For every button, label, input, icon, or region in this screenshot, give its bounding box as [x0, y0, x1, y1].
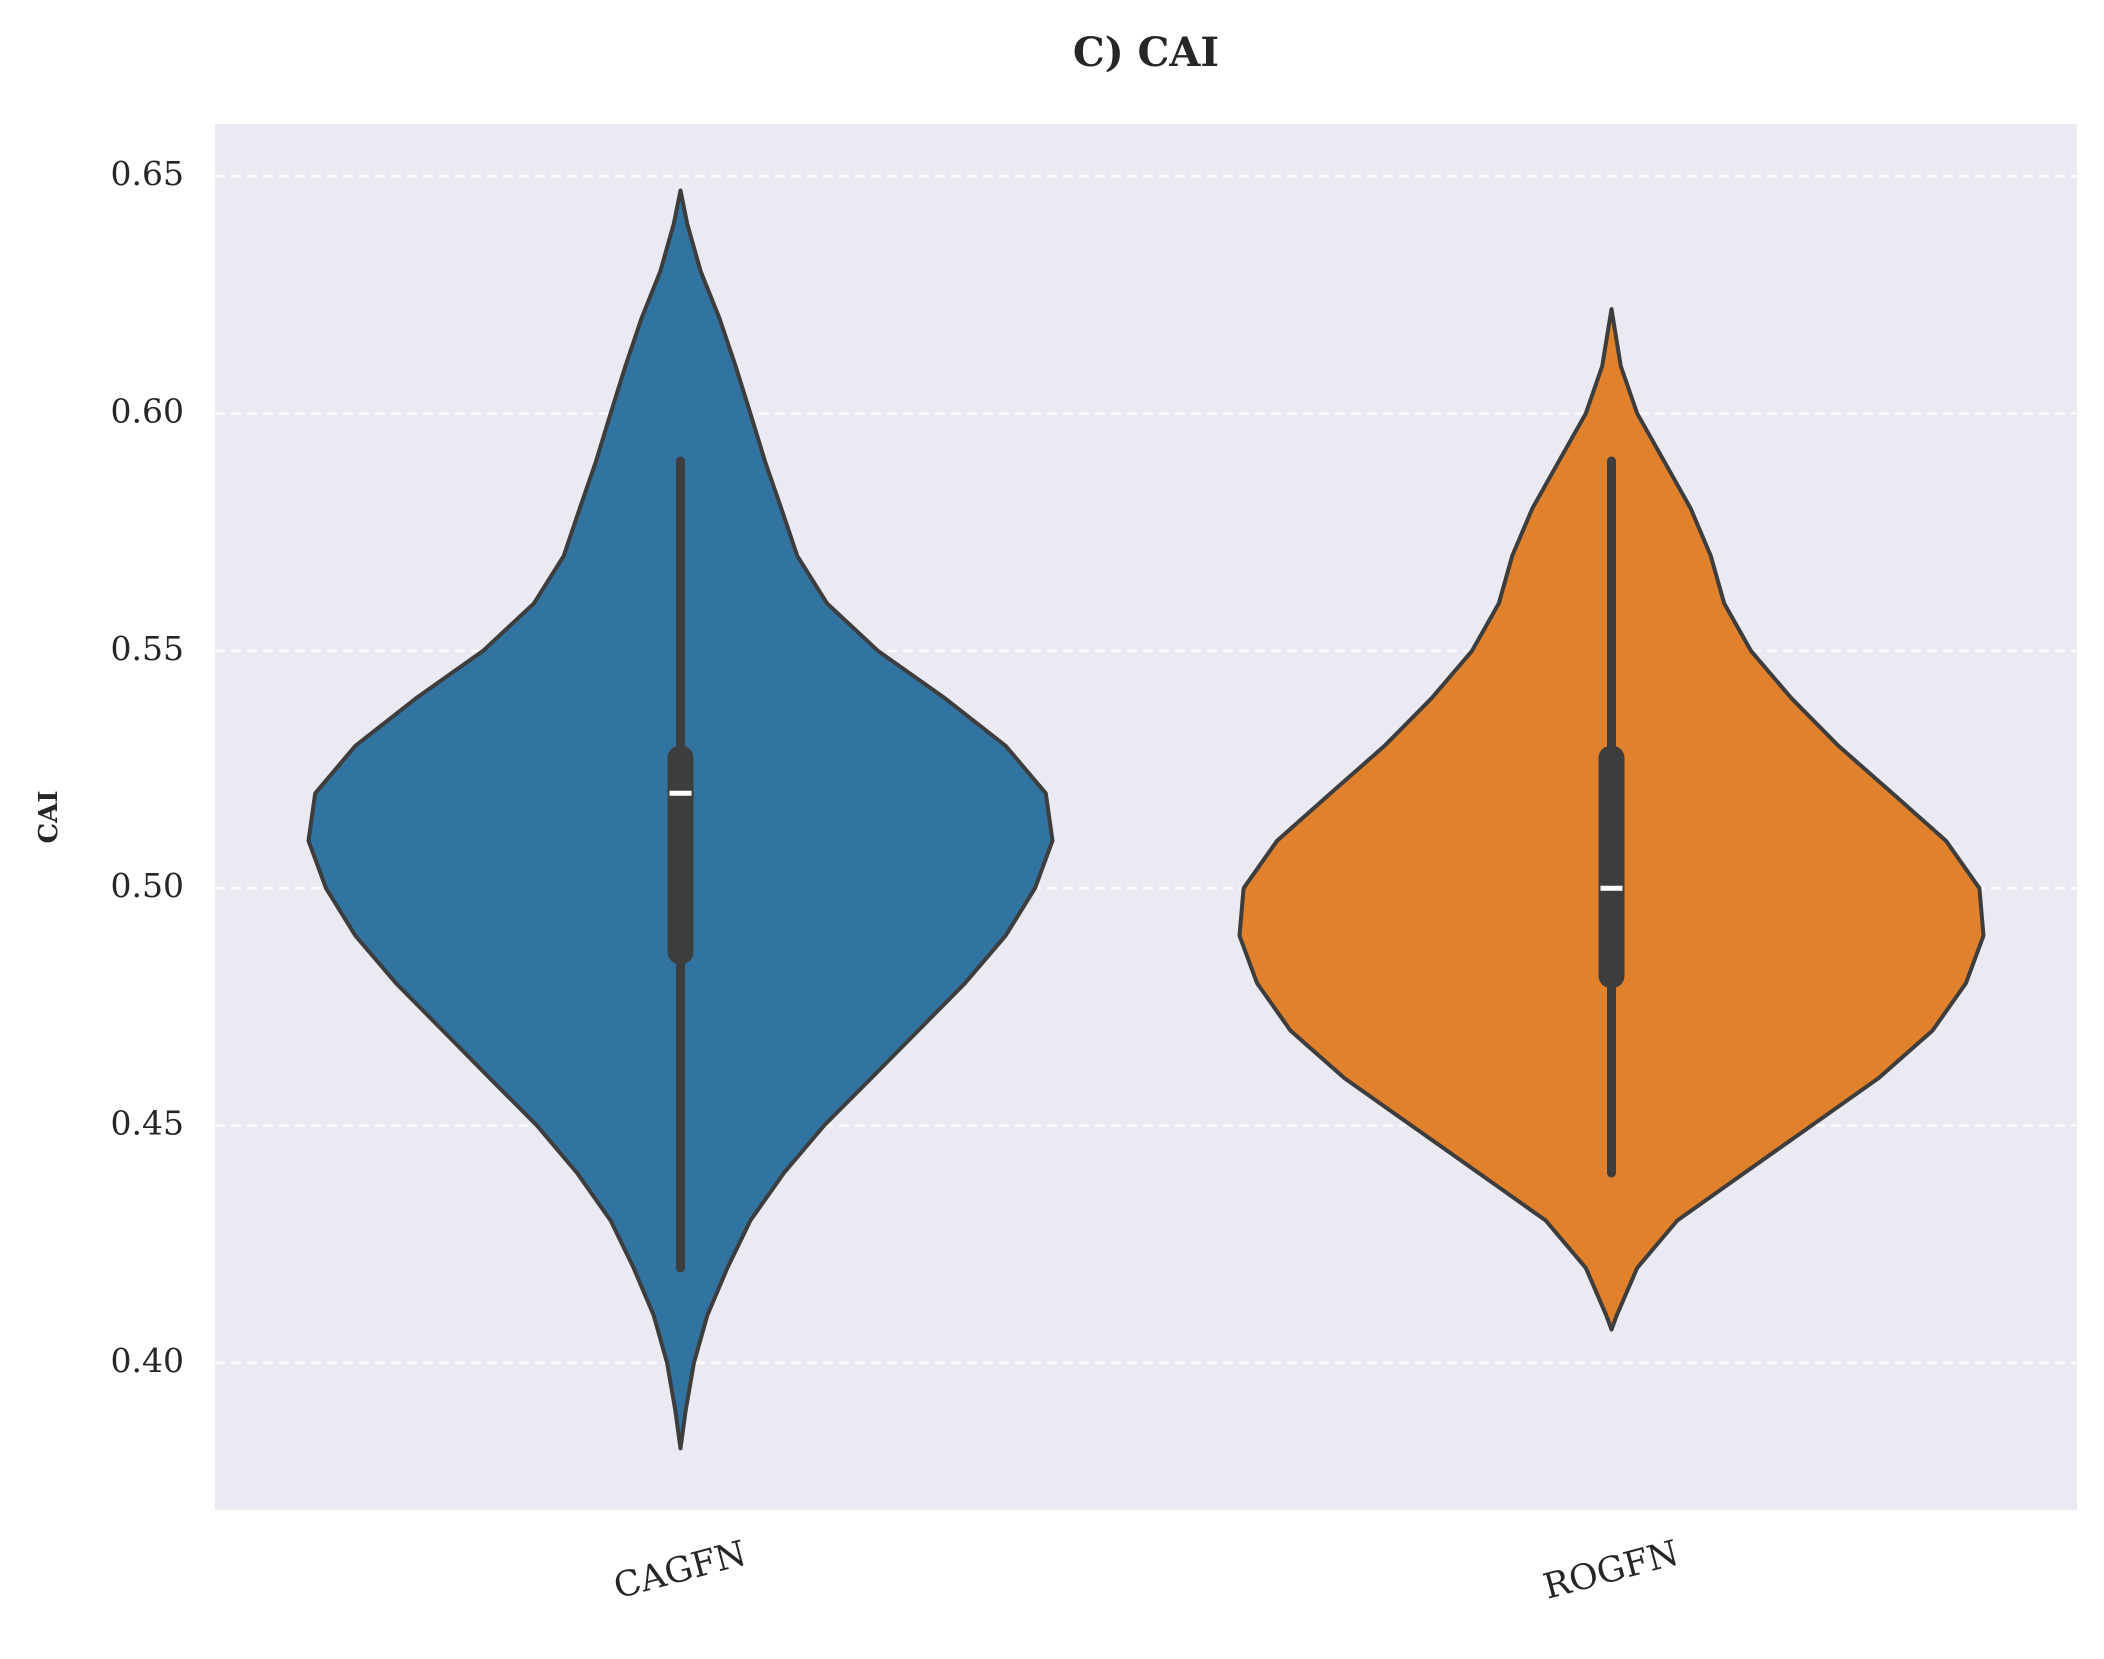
- y-tick-label: 0.55: [111, 629, 184, 668]
- y-tick-label: 0.45: [111, 1104, 184, 1143]
- x-tick-label: ROGFN: [1539, 1533, 1683, 1607]
- iqr-box: [1598, 745, 1625, 988]
- y-tick-label: 0.65: [111, 154, 184, 193]
- y-tick-label: 0.60: [111, 392, 184, 431]
- y-tick-label: 0.50: [111, 866, 184, 905]
- iqr-box: [667, 745, 694, 965]
- x-tick-label: CAGFN: [610, 1534, 751, 1608]
- chart-title: C) CAI: [1073, 29, 1219, 76]
- y-axis-label: CAI: [34, 790, 64, 843]
- y-tick-label: 0.40: [111, 1341, 184, 1380]
